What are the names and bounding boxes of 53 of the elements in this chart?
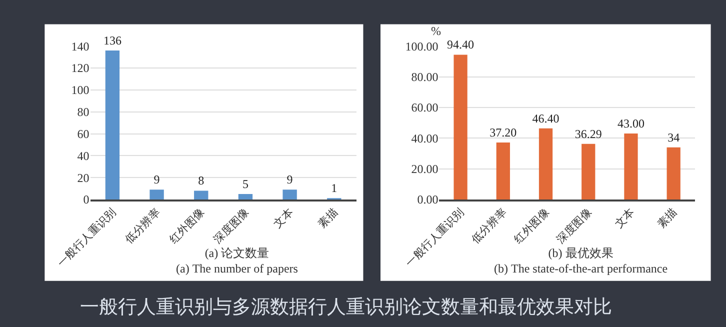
- x-tick-label: 红外图像: [168, 206, 208, 246]
- bar: [105, 50, 120, 200]
- x-tick-label: 素描: [315, 206, 340, 231]
- text: 一般行人重识别与多源数据行人重识别论文数量和最优效果对比: [80, 296, 612, 318]
- bar: [538, 128, 553, 200]
- x-tick-label: 一般行人重识别: [54, 206, 118, 270]
- bar: [150, 190, 164, 200]
- x-tick-label: 低分辨率: [468, 206, 510, 246]
- bar: [454, 54, 468, 200]
- y-tick-label: 80: [77, 105, 90, 120]
- x-tick-label: 一般行人重识别: [402, 206, 467, 270]
- y-axis-title: %: [431, 24, 441, 38]
- x-axis-title: (b) 最优效果 (b) The state-of-the-art performance: [494, 246, 668, 276]
- x-axis-title: (a) 论文数量 (a) The number of papers: [176, 246, 298, 276]
- y-tick-label: 120: [71, 61, 90, 76]
- x-tick-label: 文本: [271, 206, 296, 231]
- x-tick-label: 低分辨率: [122, 206, 163, 246]
- bar: [194, 190, 208, 200]
- data-label: 46.40: [532, 111, 560, 126]
- data-label: 8: [198, 174, 204, 188]
- y-tick-label: 60: [77, 126, 90, 141]
- bar: [496, 142, 510, 200]
- data-label: 9: [154, 172, 160, 187]
- bar: [582, 144, 596, 200]
- y-tick-label: 140: [71, 39, 90, 54]
- x-tick-label: 深度图像: [211, 206, 252, 246]
- bar: [282, 190, 297, 200]
- data-label: 136: [103, 34, 122, 48]
- data-label: 1: [331, 181, 338, 196]
- y-tick-label: 40.00: [411, 131, 438, 146]
- y-tick-label: 100.00: [405, 39, 438, 54]
- data-label: 5: [242, 177, 248, 192]
- data-label: 94.40: [447, 38, 474, 52]
- data-label: 9: [286, 172, 293, 187]
- data-label: 36.29: [574, 126, 602, 141]
- x-tick-label: 文本: [612, 206, 637, 231]
- x-tick-label: 深度图像: [554, 206, 594, 246]
- bar: [238, 194, 253, 200]
- data-label: 37.20: [490, 125, 517, 140]
- y-tick-label: 0.00: [417, 192, 438, 207]
- y-tick-label: 40: [77, 148, 90, 163]
- bar: [666, 147, 680, 200]
- data-label: 34: [668, 130, 680, 144]
- y-tick-label: 60.00: [411, 100, 438, 115]
- y-tick-label: 80.00: [411, 70, 438, 84]
- bar: [624, 134, 638, 200]
- data-label: 43.00: [617, 116, 644, 131]
- x-tick-label: 素描: [654, 206, 680, 231]
- y-tick-label: 0: [83, 192, 90, 207]
- y-tick-label: 20: [77, 170, 90, 185]
- x-tick-label: 红外图像: [512, 206, 552, 246]
- y-tick-label: 20.00: [411, 162, 438, 176]
- y-tick-label: 100: [71, 83, 90, 98]
